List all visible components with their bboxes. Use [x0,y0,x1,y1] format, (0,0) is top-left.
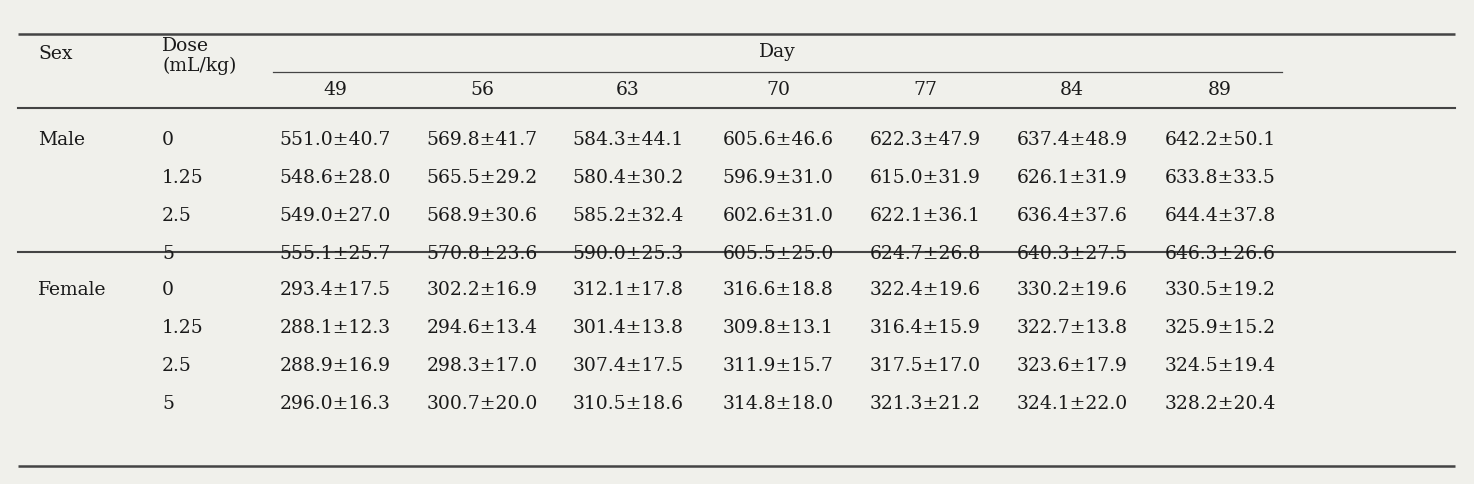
Text: 568.9±30.6: 568.9±30.6 [426,207,538,225]
Text: 0: 0 [162,131,174,149]
Text: 549.0±27.0: 549.0±27.0 [279,207,391,225]
Text: 293.4±17.5: 293.4±17.5 [280,281,391,299]
Text: 328.2±20.4: 328.2±20.4 [1164,395,1275,413]
Text: 325.9±15.2: 325.9±15.2 [1164,319,1275,337]
Text: 307.4±17.5: 307.4±17.5 [572,357,684,375]
Text: 633.8±33.5: 633.8±33.5 [1164,169,1275,187]
Text: 330.5±19.2: 330.5±19.2 [1164,281,1275,299]
Text: 294.6±13.4: 294.6±13.4 [426,319,538,337]
Text: 298.3±17.0: 298.3±17.0 [426,357,538,375]
Text: 637.4±48.9: 637.4±48.9 [1017,131,1128,149]
Text: 1.25: 1.25 [162,169,203,187]
Text: 296.0±16.3: 296.0±16.3 [280,395,391,413]
Text: 322.4±19.6: 322.4±19.6 [870,281,980,299]
Text: 56: 56 [470,81,494,99]
Text: 548.6±28.0: 548.6±28.0 [279,169,391,187]
Text: 584.3±44.1: 584.3±44.1 [572,131,684,149]
Text: Female: Female [38,281,106,299]
Text: 316.4±15.9: 316.4±15.9 [870,319,980,337]
Text: 2.5: 2.5 [162,357,192,375]
Text: 323.6±17.9: 323.6±17.9 [1017,357,1128,375]
Text: 321.3±21.2: 321.3±21.2 [870,395,980,413]
Text: 596.9±31.0: 596.9±31.0 [722,169,833,187]
Text: 314.8±18.0: 314.8±18.0 [722,395,834,413]
Text: 646.3±26.6: 646.3±26.6 [1164,245,1275,263]
Text: Male: Male [38,131,85,149]
Text: 84: 84 [1060,81,1083,99]
Text: 70: 70 [766,81,790,99]
Text: 555.1±25.7: 555.1±25.7 [279,245,391,263]
Text: 288.9±16.9: 288.9±16.9 [280,357,391,375]
Text: 301.4±13.8: 301.4±13.8 [572,319,684,337]
Text: 63: 63 [616,81,640,99]
Text: 602.6±31.0: 602.6±31.0 [722,207,833,225]
Text: 300.7±20.0: 300.7±20.0 [426,395,538,413]
Text: 311.9±15.7: 311.9±15.7 [722,357,833,375]
Text: 642.2±50.1: 642.2±50.1 [1164,131,1275,149]
Text: 585.2±32.4: 585.2±32.4 [572,207,684,225]
Text: 570.8±23.6: 570.8±23.6 [426,245,538,263]
Text: Sex: Sex [38,45,72,63]
Text: 49: 49 [323,81,346,99]
Text: 317.5±17.0: 317.5±17.0 [870,357,980,375]
Text: Day: Day [759,43,796,61]
Text: 310.5±18.6: 310.5±18.6 [572,395,684,413]
Text: 626.1±31.9: 626.1±31.9 [1017,169,1128,187]
Text: 569.8±41.7: 569.8±41.7 [426,131,538,149]
Text: 324.1±22.0: 324.1±22.0 [1017,395,1128,413]
Text: 288.1±12.3: 288.1±12.3 [280,319,391,337]
Text: 580.4±30.2: 580.4±30.2 [572,169,684,187]
Text: 624.7±26.8: 624.7±26.8 [870,245,980,263]
Text: 565.5±29.2: 565.5±29.2 [426,169,538,187]
Text: 644.4±37.8: 644.4±37.8 [1164,207,1275,225]
Text: 640.3±27.5: 640.3±27.5 [1017,245,1128,263]
Text: 316.6±18.8: 316.6±18.8 [722,281,833,299]
Text: 330.2±19.6: 330.2±19.6 [1017,281,1128,299]
Text: 309.8±13.1: 309.8±13.1 [722,319,833,337]
Text: 0: 0 [162,281,174,299]
Text: 1.25: 1.25 [162,319,203,337]
Text: 302.2±16.9: 302.2±16.9 [426,281,538,299]
Text: 622.1±36.1: 622.1±36.1 [870,207,980,225]
Text: 605.6±46.6: 605.6±46.6 [722,131,833,149]
Text: 590.0±25.3: 590.0±25.3 [572,245,684,263]
Text: 615.0±31.9: 615.0±31.9 [870,169,980,187]
Text: 605.5±25.0: 605.5±25.0 [722,245,834,263]
Text: 77: 77 [912,81,937,99]
Text: 312.1±17.8: 312.1±17.8 [572,281,684,299]
Text: 5: 5 [162,245,174,263]
Text: 89: 89 [1209,81,1232,99]
Text: 322.7±13.8: 322.7±13.8 [1017,319,1128,337]
Text: 5: 5 [162,395,174,413]
Text: 324.5±19.4: 324.5±19.4 [1164,357,1275,375]
Text: 2.5: 2.5 [162,207,192,225]
Text: (mL/kg): (mL/kg) [162,57,236,75]
Text: Dose: Dose [162,37,209,55]
Text: 551.0±40.7: 551.0±40.7 [279,131,391,149]
Text: 636.4±37.6: 636.4±37.6 [1017,207,1128,225]
Text: 622.3±47.9: 622.3±47.9 [870,131,980,149]
